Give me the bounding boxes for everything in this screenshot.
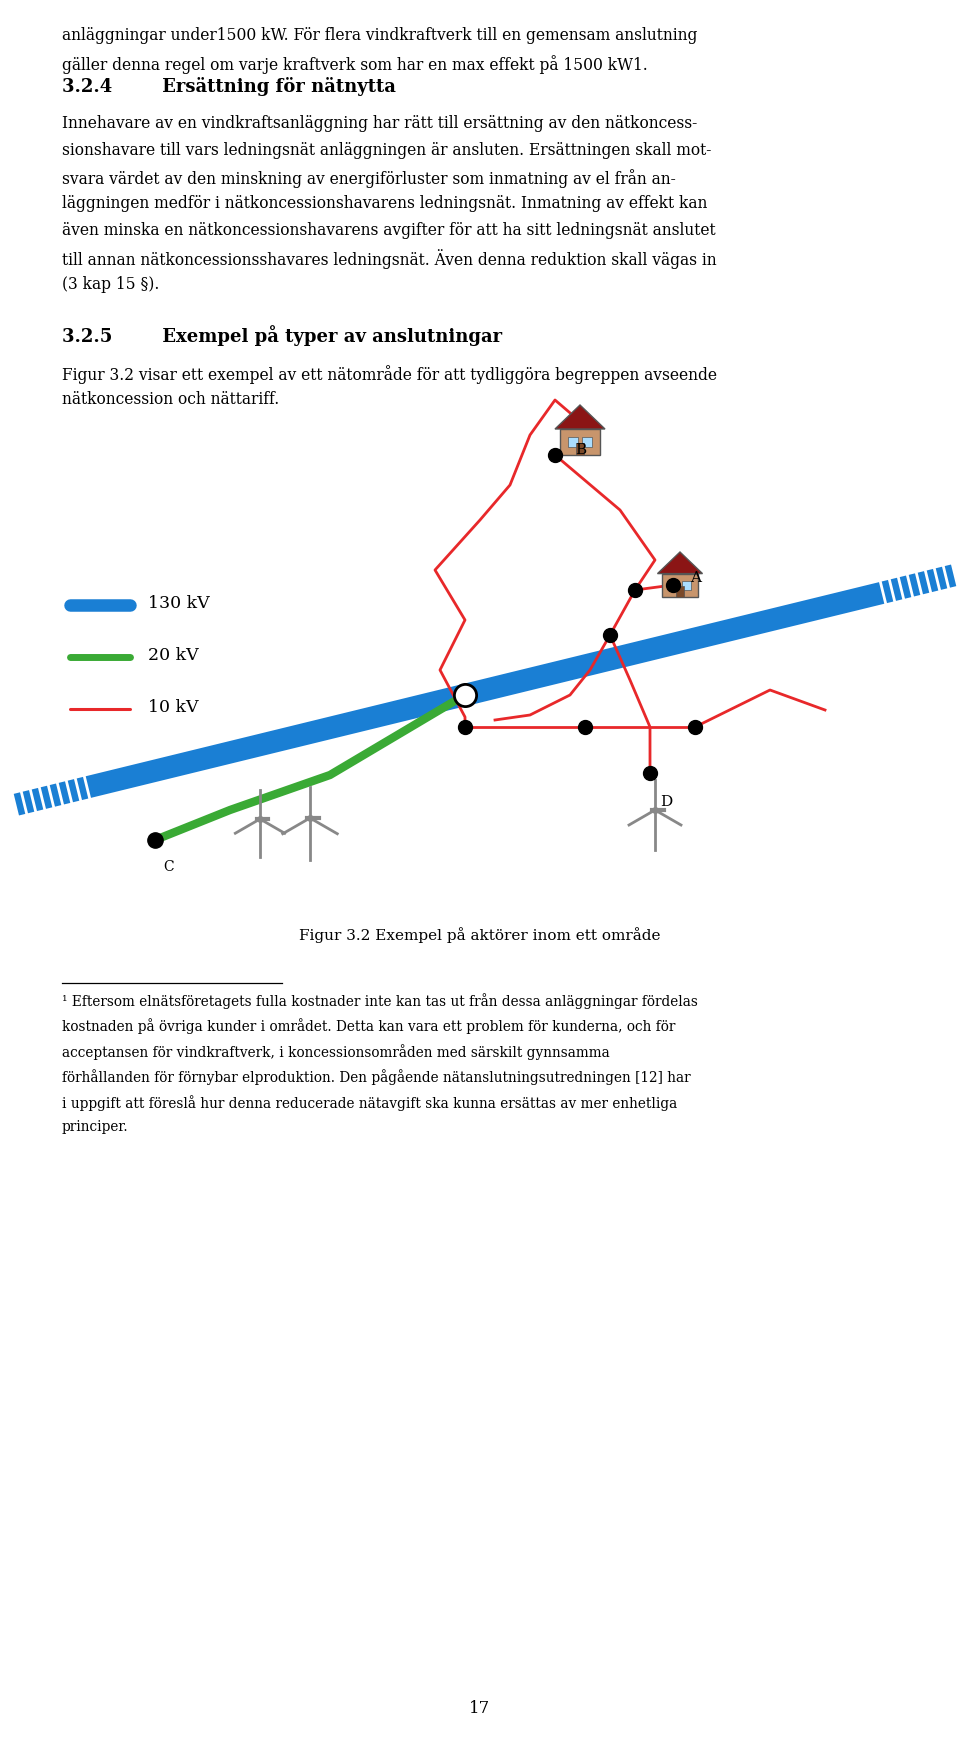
Text: gäller denna regel om varje kraftverk som har en max effekt på 1500 kW1.: gäller denna regel om varje kraftverk so…	[62, 56, 648, 73]
Bar	[669, 581, 678, 590]
Bar	[677, 586, 684, 597]
Text: acceptansen för vindkraftverk, i koncessionsområden med särskilt gynnsamma: acceptansen för vindkraftverk, i koncess…	[62, 1044, 610, 1059]
Text: i uppgift att föreslå hur denna reducerade nätavgift ska kunna ersättas av mer e: i uppgift att föreslå hur denna reducera…	[62, 1096, 677, 1112]
Text: D: D	[660, 796, 672, 810]
Text: 10 kV: 10 kV	[148, 698, 199, 715]
Text: nätkoncession och nättariff.: nätkoncession och nättariff.	[62, 391, 279, 408]
Polygon shape	[658, 551, 703, 574]
Text: 17: 17	[469, 1700, 491, 1717]
Polygon shape	[555, 405, 605, 429]
Text: 130 kV: 130 kV	[148, 595, 209, 611]
Text: förhållanden för förnybar elproduktion. Den pågående nätanslutningsutredningen [: förhållanden för förnybar elproduktion. …	[62, 1070, 690, 1085]
Bar	[582, 436, 592, 447]
Text: svara värdet av den minskning av energiförluster som inmatning av el från an-: svara värdet av den minskning av energif…	[62, 169, 676, 187]
Bar	[576, 443, 584, 455]
Text: Figur 3.2 Exempel på aktörer inom ett område: Figur 3.2 Exempel på aktörer inom ett om…	[300, 927, 660, 942]
Text: läggningen medför i nätkoncessionshavarens ledningsnät. Inmatning av effekt kan: läggningen medför i nätkoncessionshavare…	[62, 195, 708, 213]
Text: kostnaden på övriga kunder i området. Detta kan vara ett problem för kunderna, o: kostnaden på övriga kunder i området. De…	[62, 1019, 676, 1035]
Text: B: B	[575, 443, 587, 457]
Text: C: C	[163, 860, 174, 874]
Bar	[682, 581, 691, 590]
Bar	[662, 574, 698, 597]
Bar	[568, 436, 578, 447]
Bar	[560, 429, 600, 455]
Text: (3 kap 15 §).: (3 kap 15 §).	[62, 276, 159, 293]
Text: principer.: principer.	[62, 1120, 129, 1134]
Text: ¹ Eftersom elnätsföretagets fulla kostnader inte kan tas ut från dessa anläggnin: ¹ Eftersom elnätsföretagets fulla kostna…	[62, 993, 698, 1009]
Text: till annan nätkoncessionsshavares ledningsnät. Även denna reduktion skall vägas : till annan nätkoncessionsshavares lednin…	[62, 250, 716, 269]
Text: 3.2.5        Exempel på typer av anslutningar: 3.2.5 Exempel på typer av anslutningar	[62, 325, 502, 346]
Text: A: A	[690, 571, 701, 585]
Text: 3.2.4        Ersättning för nätnytta: 3.2.4 Ersättning för nätnytta	[62, 77, 396, 96]
Text: sionshavare till vars ledningsnät anläggningen är ansluten. Ersättningen skall m: sionshavare till vars ledningsnät anlägg…	[62, 141, 711, 159]
Text: 20 kV: 20 kV	[148, 646, 199, 663]
Text: Innehavare av en vindkraftsanläggning har rätt till ersättning av den nätkoncess: Innehavare av en vindkraftsanläggning ha…	[62, 115, 697, 133]
Text: Figur 3.2 visar ett exempel av ett nätområde för att tydliggöra begreppen avseen: Figur 3.2 visar ett exempel av ett nätom…	[62, 365, 717, 384]
Text: anläggningar under1500 kW. För flera vindkraftverk till en gemensam anslutning: anläggningar under1500 kW. För flera vin…	[62, 26, 697, 44]
Text: även minska en nätkoncessionshavarens avgifter för att ha sitt ledningsnät anslu: även minska en nätkoncessionshavarens av…	[62, 222, 715, 239]
